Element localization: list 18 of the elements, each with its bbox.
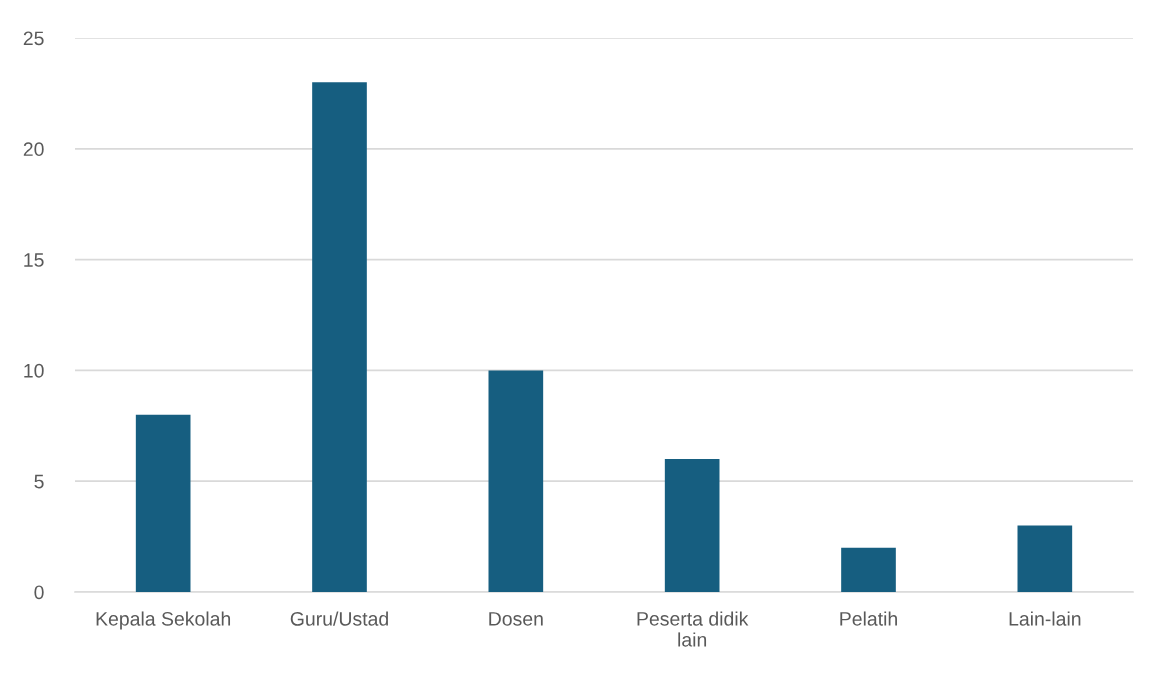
y-tick-label: 10 xyxy=(24,363,44,378)
y-tick-label: 25 xyxy=(23,31,44,46)
bar xyxy=(488,370,544,592)
x-tick-label: Kepala Sekolah xyxy=(96,611,231,630)
x-tick-label: Pelatih xyxy=(840,611,897,626)
y-tick-label: 15 xyxy=(24,253,44,267)
bar xyxy=(841,547,896,592)
bar xyxy=(312,82,367,592)
y-tick-label: 0 xyxy=(34,585,44,600)
y-tick-label: 5 xyxy=(34,474,44,489)
x-tick-label: Guru/Ustad xyxy=(290,611,388,626)
bar xyxy=(664,459,720,592)
bar xyxy=(1017,525,1073,592)
bar xyxy=(135,414,191,592)
y-tick-label: 20 xyxy=(23,142,44,157)
x-tick-label: Lain-lain xyxy=(1009,611,1081,626)
x-tick-label: Peserta didik lain xyxy=(637,611,749,647)
x-tick-label: Dosen xyxy=(489,612,543,626)
